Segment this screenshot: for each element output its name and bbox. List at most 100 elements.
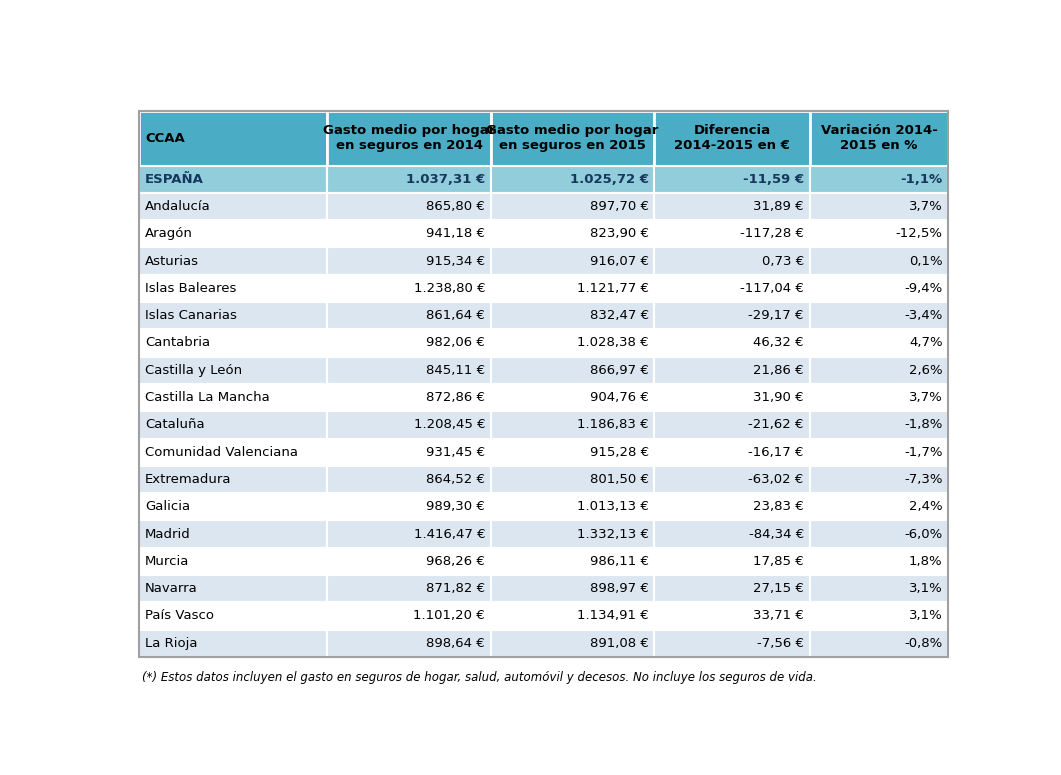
Bar (491, 274, 655, 302)
Text: 1.101,20 €: 1.101,20 € (414, 609, 485, 622)
Bar (810, 439, 949, 466)
Bar (139, 193, 328, 220)
Bar (491, 193, 655, 220)
Text: 1.013,13 €: 1.013,13 € (577, 501, 648, 513)
Bar (491, 220, 655, 247)
Bar (491, 166, 655, 193)
Text: 2,6%: 2,6% (909, 363, 942, 377)
Bar (810, 193, 949, 220)
Bar (139, 439, 328, 466)
Text: 27,15 €: 27,15 € (753, 582, 804, 595)
Text: Islas Canarias: Islas Canarias (145, 309, 237, 322)
Text: -7,3%: -7,3% (904, 473, 942, 486)
Text: Madrid: Madrid (145, 528, 191, 541)
Bar (139, 166, 328, 193)
Bar (139, 575, 328, 602)
Text: 1.332,13 €: 1.332,13 € (576, 528, 648, 541)
Bar (655, 166, 810, 193)
Bar (655, 329, 810, 356)
Text: -12,5%: -12,5% (895, 227, 942, 240)
Text: 1.028,38 €: 1.028,38 € (577, 336, 648, 350)
Bar (491, 439, 655, 466)
Bar (328, 439, 491, 466)
Bar (810, 602, 949, 629)
Bar (328, 384, 491, 412)
Text: 845,11 €: 845,11 € (427, 363, 485, 377)
Text: Diferencia
2014-2015 en €: Diferencia 2014-2015 en € (674, 124, 790, 152)
Bar (328, 493, 491, 521)
Text: (*) Estos datos incluyen el gasto en seguros de hogar, salud, automóvil y deceso: (*) Estos datos incluyen el gasto en seg… (142, 671, 817, 684)
Text: ESPAÑA: ESPAÑA (145, 173, 204, 186)
Text: Andalucía: Andalucía (145, 200, 211, 213)
Text: 3,1%: 3,1% (909, 582, 942, 595)
Bar (655, 439, 810, 466)
Bar (491, 384, 655, 412)
Bar (655, 575, 810, 602)
Text: 832,47 €: 832,47 € (590, 309, 648, 322)
Text: 982,06 €: 982,06 € (427, 336, 485, 350)
Bar (139, 111, 328, 166)
Bar (491, 302, 655, 329)
Bar (655, 629, 810, 657)
Bar (139, 274, 328, 302)
Text: Islas Baleares: Islas Baleares (145, 282, 237, 294)
Text: -6,0%: -6,0% (904, 528, 942, 541)
Bar (810, 629, 949, 657)
Bar (139, 548, 328, 575)
Text: -1,1%: -1,1% (901, 173, 942, 186)
Bar (328, 602, 491, 629)
Text: -16,17 €: -16,17 € (748, 446, 804, 459)
Text: 865,80 €: 865,80 € (427, 200, 485, 213)
Text: País Vasco: País Vasco (145, 609, 214, 622)
Text: 31,90 €: 31,90 € (753, 391, 804, 404)
Bar (655, 274, 810, 302)
Bar (810, 166, 949, 193)
Text: -84,34 €: -84,34 € (749, 528, 804, 541)
Text: -117,04 €: -117,04 € (740, 282, 804, 294)
Text: Cataluña: Cataluña (145, 418, 205, 432)
Bar (655, 493, 810, 521)
Text: 897,70 €: 897,70 € (590, 200, 648, 213)
Bar (491, 493, 655, 521)
Bar (328, 329, 491, 356)
Text: Murcia: Murcia (145, 555, 189, 568)
Bar (655, 384, 810, 412)
Bar (328, 274, 491, 302)
Text: 1.037,31 €: 1.037,31 € (406, 173, 485, 186)
Bar (655, 412, 810, 439)
Text: -29,17 €: -29,17 € (748, 309, 804, 322)
Text: 891,08 €: 891,08 € (590, 637, 648, 649)
Bar (139, 629, 328, 657)
Text: Galicia: Galicia (145, 501, 190, 513)
Bar (655, 548, 810, 575)
Text: 866,97 €: 866,97 € (590, 363, 648, 377)
Text: 801,50 €: 801,50 € (590, 473, 648, 486)
Bar (328, 521, 491, 548)
Text: 17,85 €: 17,85 € (753, 555, 804, 568)
Bar (810, 521, 949, 548)
Bar (328, 412, 491, 439)
Bar (655, 466, 810, 493)
Bar (810, 329, 949, 356)
Text: 898,64 €: 898,64 € (427, 637, 485, 649)
Bar (139, 466, 328, 493)
Text: Variación 2014-
2015 en %: Variación 2014- 2015 en % (820, 124, 938, 152)
Bar (328, 302, 491, 329)
Text: 33,71 €: 33,71 € (753, 609, 804, 622)
Text: 1.134,91 €: 1.134,91 € (577, 609, 648, 622)
Bar (139, 521, 328, 548)
Bar (139, 412, 328, 439)
Text: 1,8%: 1,8% (909, 555, 942, 568)
Text: 915,34 €: 915,34 € (427, 254, 485, 267)
Bar (328, 111, 491, 166)
Bar (491, 111, 655, 166)
Bar (328, 220, 491, 247)
Text: Aragón: Aragón (145, 227, 193, 240)
Text: Asturias: Asturias (145, 254, 199, 267)
Text: Gasto medio por hogar
en seguros en 2015: Gasto medio por hogar en seguros en 2015 (487, 124, 659, 152)
Bar (655, 111, 810, 166)
Text: -3,4%: -3,4% (904, 309, 942, 322)
Text: 915,28 €: 915,28 € (590, 446, 648, 459)
Bar (328, 193, 491, 220)
Bar (139, 493, 328, 521)
